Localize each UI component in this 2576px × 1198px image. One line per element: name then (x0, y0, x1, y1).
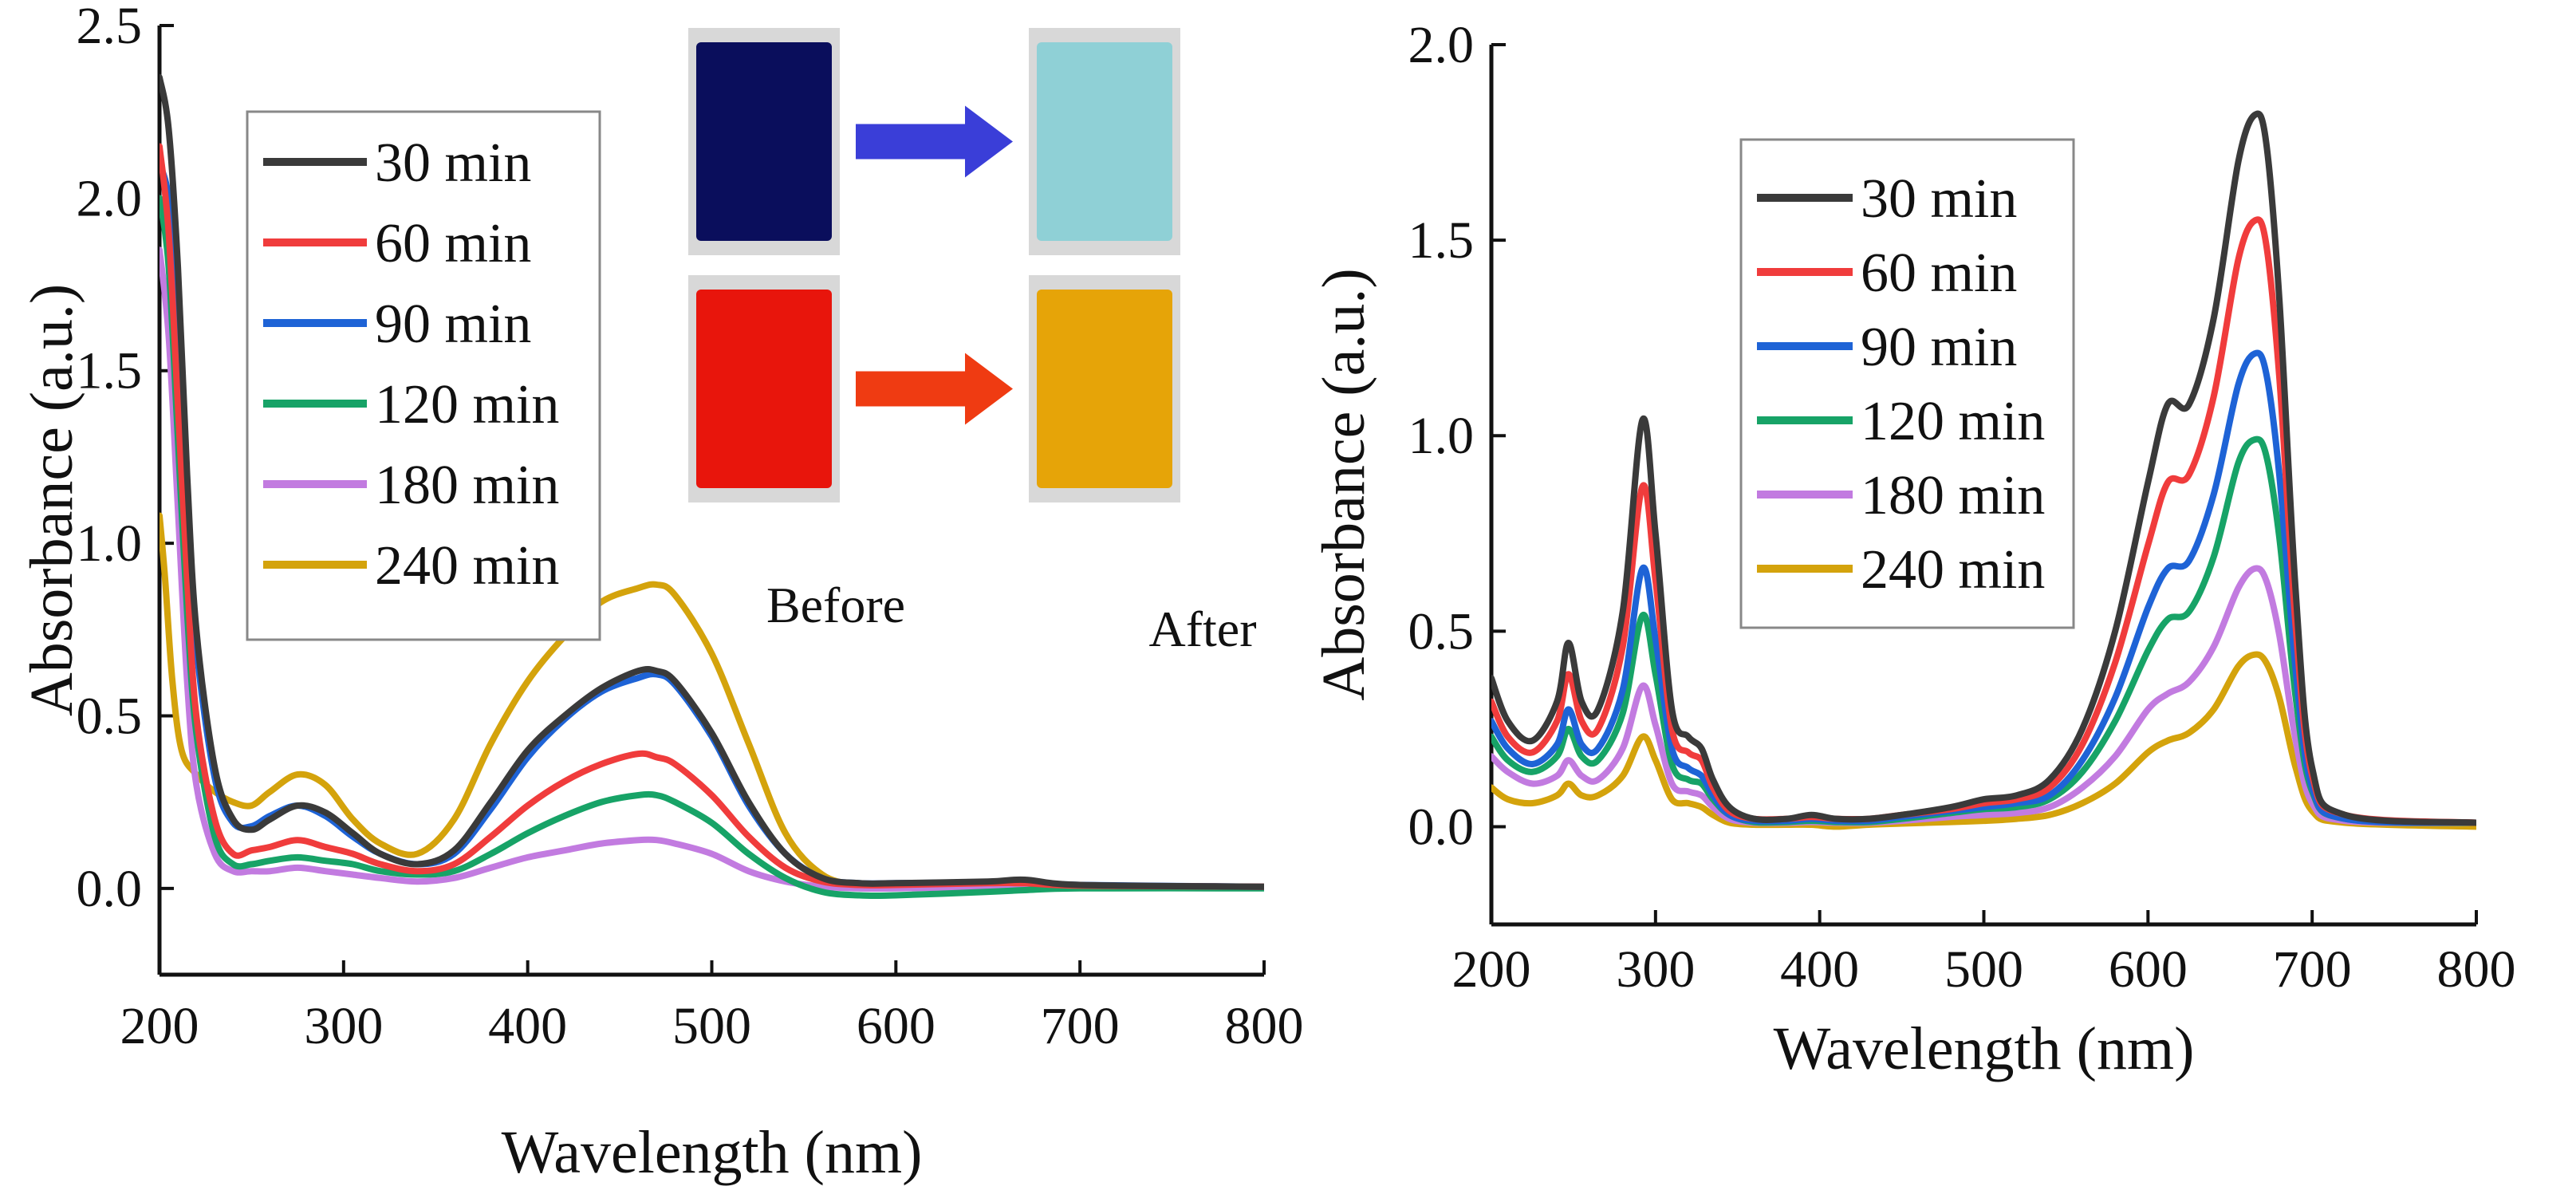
legend-entry: 180 min (375, 455, 559, 516)
right-chart: 200 300 400 500 600 700 800 0.0 0.5 1.0 1.5 2.0 Wave… (1310, 16, 2516, 1082)
y-tick-label: 1.0 (1408, 407, 1475, 465)
x-tick-label: 800 (1225, 997, 1304, 1055)
x-tick-label: 300 (304, 997, 383, 1055)
before-solution-1 (696, 42, 832, 241)
y-tick-label: 2.0 (77, 169, 143, 227)
legend-entry: 240 min (1861, 539, 2045, 601)
x-tick-label: 200 (120, 997, 199, 1055)
left-chart: Before After 200 300 400 500 600 700 800 0.0 0.5 1.… (18, 0, 1304, 1186)
x-tick-label: 200 (1452, 940, 1531, 999)
legend-entry: 30 min (375, 132, 531, 194)
x-tick-label: 600 (857, 997, 935, 1055)
x-tick-label: 600 (2109, 940, 2188, 999)
series-line-30-min (160, 73, 1264, 890)
legend-box (246, 110, 601, 641)
legend-entry: 90 min (375, 294, 531, 355)
x-tick-label: 800 (2437, 940, 2516, 999)
y-axis-title: Absorbance (a.u.) (1310, 268, 1377, 700)
y-axis-title: Absorbance (a.u.) (18, 284, 85, 716)
x-axis-title: Wavelength (nm) (502, 1119, 923, 1186)
legend-entry: 180 min (1861, 465, 2045, 526)
x-tick-label: 300 (1616, 940, 1695, 999)
x-tick-label: 400 (1780, 940, 1859, 999)
y-tick-label: 2.0 (1408, 16, 1475, 74)
legend-entry: 120 min (375, 374, 559, 435)
before-solution-2 (696, 290, 832, 488)
series-line-180-min (160, 246, 1264, 893)
after-solution-1 (1037, 42, 1172, 241)
legend-entry: 60 min (375, 213, 531, 274)
y-tick-label: 0.0 (77, 860, 143, 918)
y-tick-label: 2.5 (77, 0, 143, 55)
y-tick-label: 0.5 (77, 687, 143, 745)
legend-box (1739, 138, 2075, 629)
series-group (1491, 110, 2476, 830)
y-tick-label: 1.5 (1408, 211, 1475, 270)
x-tick-label: 700 (1041, 997, 1120, 1055)
after-label: After (1148, 601, 1256, 657)
x-tick-label: 700 (2273, 940, 2352, 999)
y-tick-label: 0.5 (1408, 602, 1475, 660)
x-axis-title: Wavelength (nm) (1774, 1015, 2195, 1082)
transfer-arrow-2 (856, 353, 1013, 425)
y-tick-label: 1.0 (77, 514, 143, 573)
transfer-arrow-1 (856, 105, 1013, 178)
legend-entry: 90 min (1861, 317, 2017, 378)
legend-entry: 30 min (1861, 168, 2017, 230)
x-tick-label: 500 (672, 997, 751, 1055)
x-tick-label: 400 (488, 997, 567, 1055)
y-tick-label: 0.0 (1408, 798, 1475, 856)
y-tick-label: 1.5 (77, 342, 143, 400)
series-line-30-min (1491, 110, 2476, 826)
legend-entry: 240 min (375, 535, 559, 597)
series-group (160, 73, 1264, 900)
before-label: Before (766, 577, 905, 633)
legend-entry: 60 min (1861, 242, 2017, 304)
x-tick-label: 500 (1944, 940, 2023, 999)
legend-entry: 120 min (1861, 391, 2045, 452)
after-solution-2 (1037, 290, 1172, 488)
